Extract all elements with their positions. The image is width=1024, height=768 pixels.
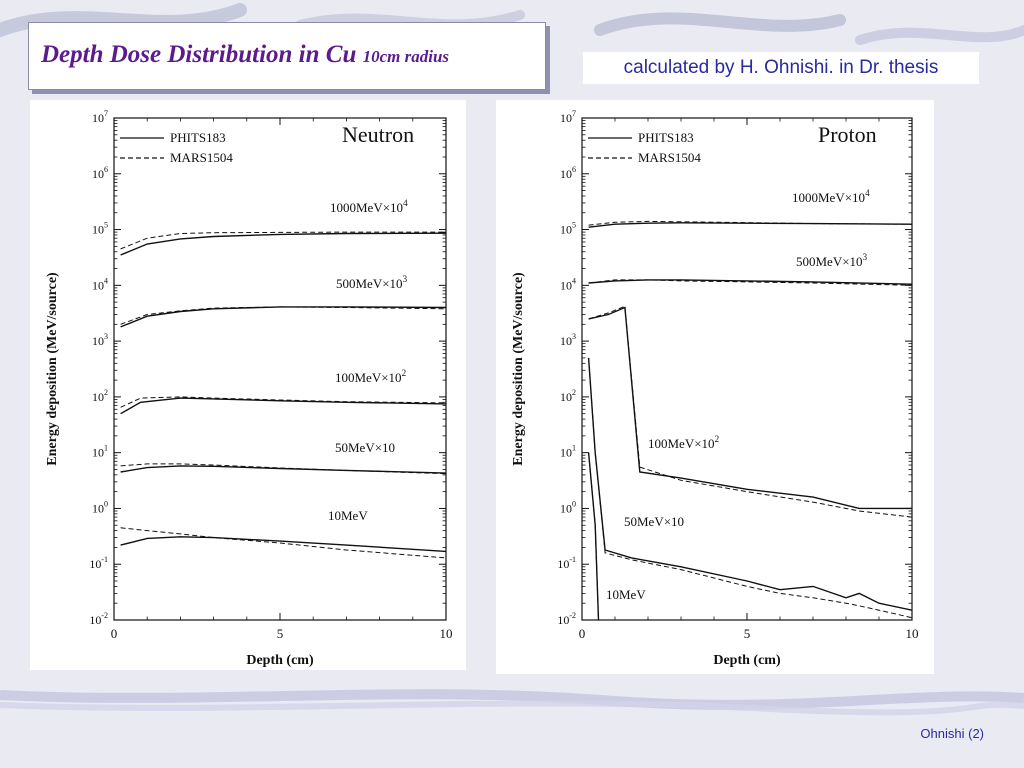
y-tick-label: 107 xyxy=(560,109,576,125)
series-line-50MeV-PHITS183 xyxy=(587,357,913,611)
series-line-1000MeV-MARS1504 xyxy=(120,231,446,250)
proton-chart: 10-2 10-1 100 101 102 103 104 105 106 107 0 5 10 Dept… xyxy=(511,109,919,668)
slide-title-suffix: 10cm radius xyxy=(362,47,450,66)
neutron-chart-panel: 10-2 10-1 100 101 102 103 104 105 106 107 0 5 10 Dept… xyxy=(30,100,466,670)
y-axis-label: Energy deposition (MeV/source) xyxy=(511,272,526,466)
series-line-1000MeV-PHITS183 xyxy=(120,232,447,256)
x-tick-label: 5 xyxy=(277,626,284,641)
x-tick-label: 10 xyxy=(440,626,453,641)
plot-frame xyxy=(113,117,447,621)
panel-label: Proton xyxy=(818,122,877,147)
y-tick-label: 103 xyxy=(92,332,108,348)
curve-label: 1000MeV×104 xyxy=(792,188,870,205)
y-tick-label: 101 xyxy=(560,444,576,460)
x-tick-label: 5 xyxy=(744,626,751,641)
curve-label: 500MeV×103 xyxy=(336,274,408,291)
y-tick-label: 106 xyxy=(560,165,576,181)
y-tick-label: 101 xyxy=(92,444,108,460)
y-tick-label: 102 xyxy=(92,388,108,404)
credit-note: calculated by H. Ohnishi. in Dr. thesis xyxy=(583,52,979,84)
y-tick-label: 104 xyxy=(560,276,576,292)
y-tick-label: 102 xyxy=(560,388,576,404)
series-line-1000MeV-MARS1504 xyxy=(588,220,913,226)
y-tick-label: 105 xyxy=(560,221,576,237)
series-line-500MeV-MARS1504 xyxy=(588,279,913,286)
legend-label: PHITS183 xyxy=(638,130,694,145)
legend-label: MARS1504 xyxy=(170,150,233,165)
footer-label: Ohnishi (2) xyxy=(920,726,984,741)
y-tick-label: 100 xyxy=(92,499,108,515)
y-tick-label: 100 xyxy=(560,499,576,515)
slide-title-main: Depth Dose Distribution in Cu xyxy=(41,41,357,68)
y-tick-label: 107 xyxy=(92,109,108,125)
x-tick-label: 0 xyxy=(579,626,586,641)
x-tick-label: 10 xyxy=(906,626,919,641)
x-tick-label: 0 xyxy=(111,626,118,641)
series-line-100MeV-PHITS183 xyxy=(120,397,447,415)
curve-label: 1000MeV×104 xyxy=(330,198,408,215)
series-line-10MeV-MARS1504 xyxy=(120,527,447,559)
series-line-500MeV-PHITS183 xyxy=(120,306,447,328)
curve-label: 100MeV×102 xyxy=(335,368,406,385)
y-tick-label: 106 xyxy=(92,165,108,181)
series-line-50MeV-MARS1504 xyxy=(120,463,447,475)
series-line-100MeV-PHITS183 xyxy=(588,306,912,510)
y-tick-label: 10-1 xyxy=(557,555,576,571)
y-tick-label: 10-1 xyxy=(89,555,108,571)
y-tick-label: 103 xyxy=(560,332,576,348)
series-line-500MeV-MARS1504 xyxy=(120,306,447,325)
x-axis-label: Depth (cm) xyxy=(246,653,314,668)
legend-label: MARS1504 xyxy=(638,150,701,165)
series-line-100MeV-MARS1504 xyxy=(120,396,447,408)
series-line-100MeV-MARS1504 xyxy=(588,305,913,518)
series-line-10MeV-PHITS183 xyxy=(587,452,600,621)
curve-label: 100MeV×102 xyxy=(648,434,719,451)
series-line-10MeV-PHITS183 xyxy=(120,536,447,553)
y-axis-label: Energy deposition (MeV/source) xyxy=(45,272,60,466)
curve-label: 500MeV×103 xyxy=(796,252,868,269)
y-tick-label: 10-2 xyxy=(557,611,576,627)
y-tick-label: 105 xyxy=(92,221,108,237)
slide-title-box: Depth Dose Distribution in Cu 10cm radiu… xyxy=(28,22,546,90)
neutron-chart: 10-2 10-1 100 101 102 103 104 105 106 107 0 5 10 Dept… xyxy=(45,109,453,668)
curve-label: 10MeV xyxy=(328,508,368,523)
series-line-10MeV-MARS1504 xyxy=(588,452,599,621)
slide-title: Depth Dose Distribution in Cu 10cm radiu… xyxy=(41,41,449,69)
y-tick-label: 104 xyxy=(92,276,108,292)
series-line-50MeV-MARS1504 xyxy=(588,357,913,619)
curve-label: 50MeV×10 xyxy=(624,514,684,529)
y-tick-label: 10-2 xyxy=(89,611,108,627)
proton-chart-panel: 10-2 10-1 100 101 102 103 104 105 106 107 0 5 10 Dept… xyxy=(496,100,934,674)
legend-label: PHITS183 xyxy=(170,130,226,145)
panel-label: Neutron xyxy=(342,122,414,147)
x-axis-label: Depth (cm) xyxy=(713,653,781,668)
curve-label: 50MeV×10 xyxy=(335,440,395,455)
curve-label: 10MeV xyxy=(606,587,646,602)
series-line-500MeV-PHITS183 xyxy=(588,279,913,285)
